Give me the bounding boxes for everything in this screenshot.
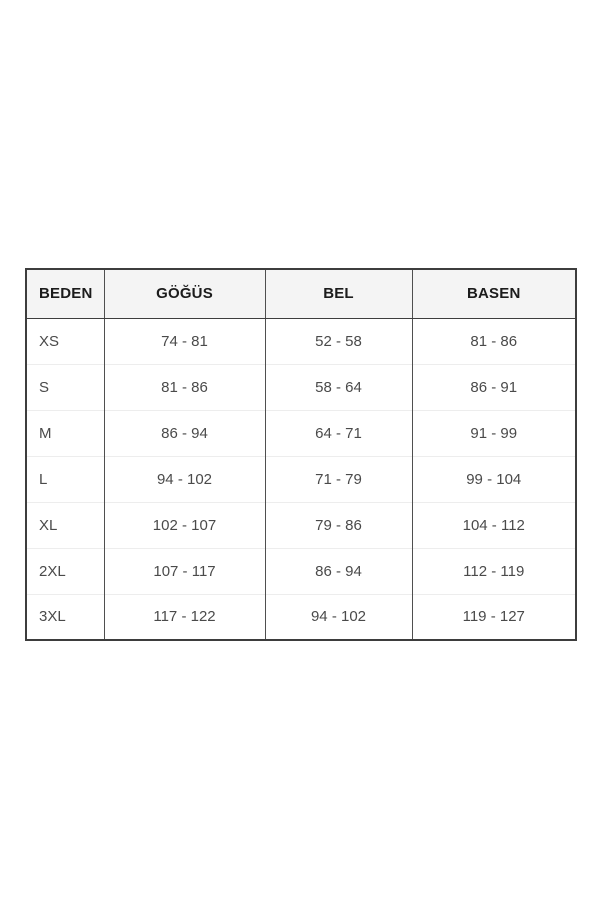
waist-cell: 79 - 86 — [265, 501, 413, 548]
waist-cell: 94 - 102 — [265, 593, 413, 640]
size-chart-table: BEDEN GÖĞÜS BEL BASEN XS 74 - 81 52 - 58… — [25, 268, 577, 641]
hips-cell: 86 - 91 — [412, 363, 577, 410]
chest-cell: 117 - 122 — [104, 593, 266, 640]
chest-cell: 74 - 81 — [104, 318, 266, 364]
waist-cell: 64 - 71 — [265, 409, 413, 456]
hips-cell: 99 - 104 — [412, 455, 577, 502]
table-row-s: S 81 - 86 58 - 64 86 - 91 — [26, 363, 577, 410]
waist-cell: 86 - 94 — [265, 547, 413, 594]
size-cell: S — [26, 363, 105, 410]
hips-cell: 104 - 112 — [412, 501, 577, 548]
table-row-l: L 94 - 102 71 - 79 99 - 104 — [26, 455, 577, 502]
hips-cell: 112 - 119 — [412, 547, 577, 594]
table-row-m: M 86 - 94 64 - 71 91 - 99 — [26, 409, 577, 456]
size-cell: L — [26, 455, 105, 502]
column-header-bel: BEL — [265, 269, 413, 319]
column-header-beden: BEDEN — [26, 269, 105, 319]
waist-cell: 71 - 79 — [265, 455, 413, 502]
header-row: BEDEN GÖĞÜS BEL BASEN — [26, 269, 577, 319]
hips-cell: 91 - 99 — [412, 409, 577, 456]
column-header-gogus: GÖĞÜS — [104, 269, 266, 319]
hips-cell: 81 - 86 — [412, 318, 577, 364]
size-cell: XL — [26, 501, 105, 548]
chest-cell: 107 - 117 — [104, 547, 266, 594]
table-row-xl: XL 102 - 107 79 - 86 104 - 112 — [26, 501, 577, 548]
waist-cell: 58 - 64 — [265, 363, 413, 410]
column-header-basen: BASEN — [412, 269, 577, 319]
size-cell: M — [26, 409, 105, 456]
chest-cell: 86 - 94 — [104, 409, 266, 456]
size-chart-wrapper: BEDEN GÖĞÜS BEL BASEN XS 74 - 81 52 - 58… — [25, 268, 577, 641]
hips-cell: 119 - 127 — [412, 593, 577, 640]
size-cell: 2XL — [26, 547, 105, 594]
chest-cell: 102 - 107 — [104, 501, 266, 548]
table-row-xs: XS 74 - 81 52 - 58 81 - 86 — [26, 318, 577, 364]
table-row-3xl: 3XL 117 - 122 94 - 102 119 - 127 — [26, 593, 577, 640]
chest-cell: 94 - 102 — [104, 455, 266, 502]
size-cell: XS — [26, 318, 105, 364]
size-cell: 3XL — [26, 593, 105, 640]
table-row-2xl: 2XL 107 - 117 86 - 94 112 - 119 — [26, 547, 577, 594]
chest-cell: 81 - 86 — [104, 363, 266, 410]
waist-cell: 52 - 58 — [265, 318, 413, 364]
